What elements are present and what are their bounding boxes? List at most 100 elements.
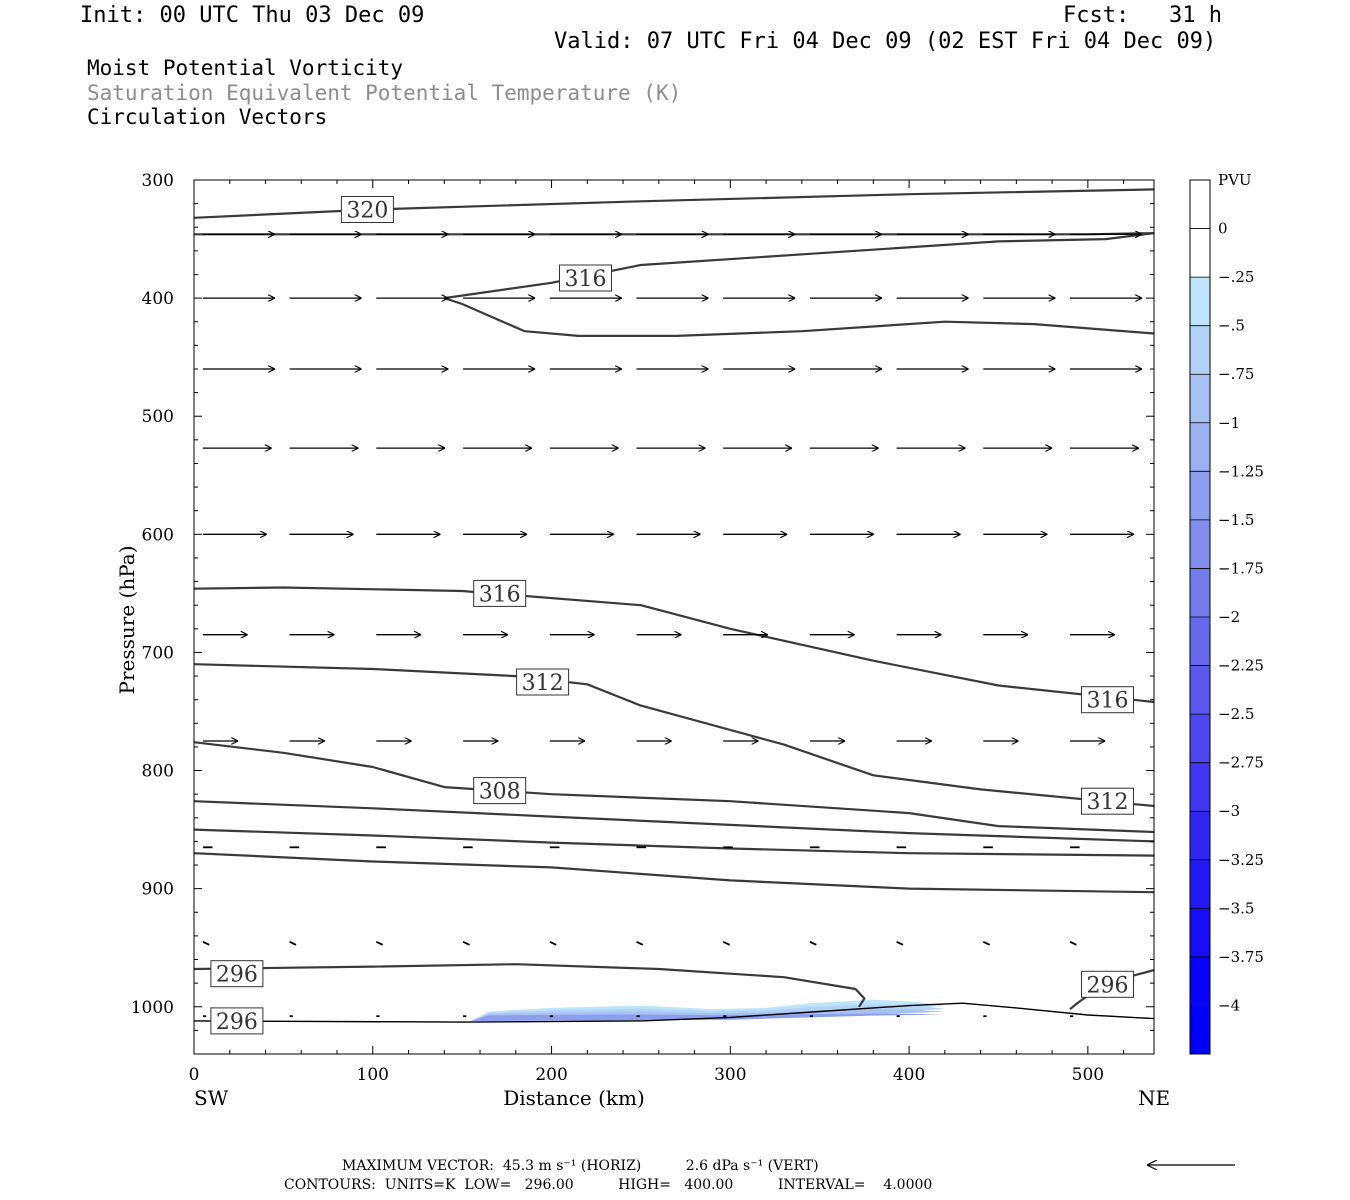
- colorbar-swatch: [1190, 762, 1210, 812]
- contour-label: 296: [1081, 970, 1134, 998]
- colorbar-swatch: [1190, 180, 1210, 230]
- colorbar-swatch: [1190, 568, 1210, 618]
- theta-e-contours: [193, 188, 1155, 1010]
- circulation-vector: [289, 940, 297, 946]
- x-axis-label: Distance (km): [503, 1086, 645, 1110]
- contour-label-text: 296: [1087, 973, 1129, 998]
- colorbar-swatch: [1190, 519, 1210, 569]
- field-title-thetae: Saturation Equivalent Potential Temperat…: [87, 81, 682, 105]
- colorbar-swatch: [1190, 422, 1210, 472]
- y-tick-label: 300: [142, 171, 174, 191]
- contour-line: [193, 828, 1155, 857]
- colorbar-label: −.25: [1218, 268, 1254, 286]
- colorbar-label: −1.75: [1218, 559, 1264, 577]
- y-tick-label: 700: [142, 643, 174, 663]
- contour-label: 296: [210, 960, 264, 988]
- colorbar-swatch: [1190, 617, 1210, 667]
- contour-label: 316: [1081, 686, 1134, 714]
- contour-label-box: [340, 196, 394, 223]
- contour-label: 296: [210, 1007, 264, 1035]
- circulation-vectors: [202, 234, 1142, 1018]
- contour-labels: 320 316 316 312 316 308 312 296 296 296: [210, 196, 1134, 1035]
- contour-label-box: [1081, 686, 1134, 714]
- colorbar-label: 0: [1218, 220, 1228, 238]
- x-tick-label: 0: [189, 1065, 200, 1085]
- colorbar-label: −1.5: [1218, 511, 1254, 529]
- init-time: Init: 00 UTC Thu 03 Dec 09: [80, 3, 425, 28]
- contour-label-box: [1081, 787, 1134, 815]
- colorbar-swatch: [1190, 374, 1210, 424]
- terrain-line: [193, 1002, 1155, 1023]
- circulation-vector: [202, 940, 210, 946]
- x-tick-label: 400: [893, 1065, 925, 1085]
- max-vector-note: MAXIMUM VECTOR: 45.3 m s⁻¹ (HORIZ) 2.6 d…: [342, 1158, 819, 1174]
- colorbar-label: −2.5: [1218, 705, 1254, 723]
- contour-label-text: 320: [346, 199, 388, 224]
- contour-line: [444, 232, 1155, 300]
- contour-label-box: [473, 579, 527, 607]
- left-endpoint-label: SW: [194, 1086, 229, 1110]
- colorbar-swatch: [1190, 471, 1210, 521]
- contour-label-text: 312: [1087, 790, 1129, 815]
- contour-label: 312: [1081, 787, 1134, 815]
- circulation-vector: [1069, 940, 1077, 946]
- colorbar-swatch: [1190, 811, 1210, 861]
- colorbar-swatch: [1190, 325, 1210, 375]
- colorbar-swatch: [1190, 228, 1210, 278]
- colorbar-label: −2: [1218, 608, 1240, 626]
- colorbar-label: −4: [1218, 996, 1240, 1014]
- contour-label-box: [559, 264, 612, 292]
- circulation-vector: [896, 940, 904, 946]
- x-tick-label: 100: [357, 1065, 389, 1085]
- contour-label: 316: [559, 264, 612, 292]
- field-title-mpv: Moist Potential Vorticity: [87, 56, 404, 80]
- colorbar-label: −3.75: [1218, 948, 1264, 966]
- y-tick-label: 900: [142, 880, 174, 900]
- valid-time: Valid: 07 UTC Fri 04 Dec 09 (02 EST Fri …: [554, 29, 1217, 54]
- colorbar-swatch: [1190, 714, 1210, 764]
- circulation-vector: [809, 940, 817, 946]
- contour-line: [193, 800, 1155, 843]
- colorbar-label: −3.5: [1218, 899, 1254, 917]
- contour-line: [193, 586, 1155, 704]
- colorbar-label: −3: [1218, 802, 1240, 820]
- contour-label-box: [1081, 970, 1134, 998]
- colorbar-swatch: [1190, 956, 1210, 1006]
- x-tick-label: 500: [1072, 1065, 1104, 1085]
- contour-line: [193, 663, 1155, 808]
- colorbar-swatch: [1190, 859, 1210, 909]
- pv-colorbar: PVU 0 −.25 −.5 −.75 −1 −1.25 −1.5 −1.75 −2 −2.25 −2…: [1189, 171, 1264, 1055]
- y-axis-label: Pressure (hPa): [115, 546, 139, 695]
- contour-label: 320: [340, 196, 394, 224]
- contour-line: [193, 188, 1155, 219]
- contour-label-box: [473, 777, 527, 805]
- contour-label-text: 316: [479, 582, 521, 607]
- y-tick-label: 600: [142, 525, 174, 545]
- contour-label: 316: [473, 579, 527, 607]
- y-tick-label: 400: [142, 289, 174, 309]
- pv-band: [471, 1013, 945, 1021]
- colorbar-label: −1: [1218, 414, 1240, 432]
- contour-label-text: 316: [565, 267, 607, 292]
- forecast-hour: Fcst: 31 h: [1063, 3, 1222, 28]
- y-tick-label: 800: [142, 762, 174, 782]
- contour-line: [193, 741, 1155, 834]
- contour-label-text: 296: [216, 1010, 258, 1035]
- colorbar-label: −2.25: [1218, 657, 1264, 675]
- y-tick-label: 1000: [131, 998, 174, 1018]
- colorbar-label: −.5: [1218, 317, 1245, 335]
- y-tick-label: 500: [142, 407, 174, 427]
- contour-label-box: [210, 1007, 264, 1035]
- colorbar-label: −1.25: [1218, 462, 1264, 480]
- circulation-vector: [636, 940, 644, 946]
- colorbar-label: −.75: [1218, 365, 1254, 383]
- plot-frame: [193, 179, 1155, 1055]
- pv-shading: [471, 999, 945, 1021]
- colorbar-label: −2.75: [1218, 754, 1264, 772]
- colorbar-label: PVU: [1218, 171, 1252, 189]
- contour-info-note: CONTOURS: UNITS=K LOW= 296.00 HIGH= 400.…: [284, 1177, 933, 1193]
- circulation-vector: [375, 940, 384, 946]
- x-tick-label: 300: [714, 1065, 746, 1085]
